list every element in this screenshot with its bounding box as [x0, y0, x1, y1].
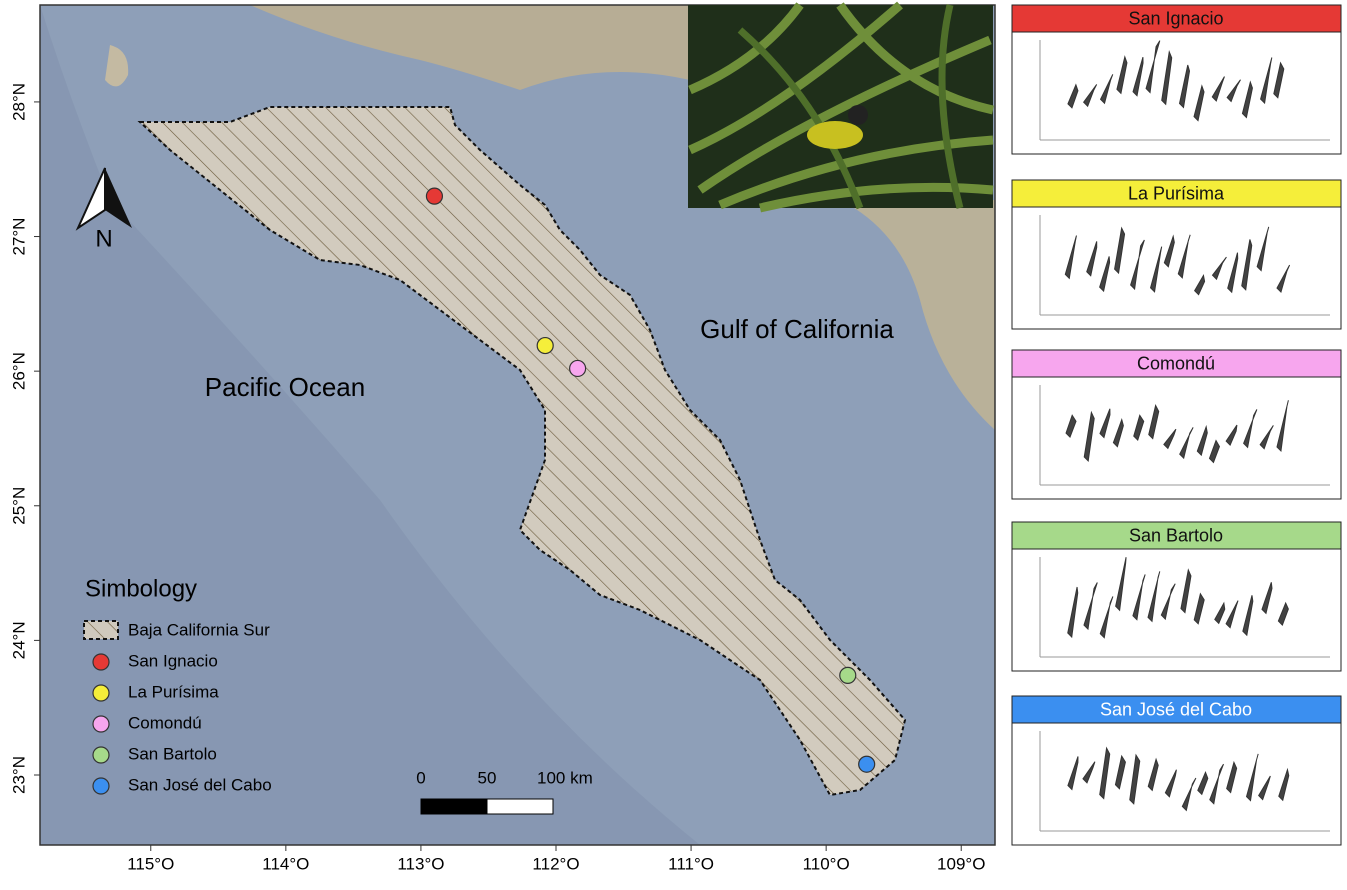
legend-marker — [92, 684, 110, 702]
x-tick-label: 112°O — [532, 854, 579, 873]
ocean-label: Pacific Ocean — [205, 372, 365, 402]
map-frame — [39, 4, 996, 846]
legend-marker — [92, 746, 110, 764]
panel-title: San José del Cabo — [1100, 699, 1252, 719]
baja-california-sur — [137, 106, 907, 797]
x-tick-label: 111°O — [668, 854, 714, 873]
north-label: N — [95, 225, 112, 252]
spectrogram-frame — [1011, 206, 1342, 330]
x-tick-label: 115°O — [127, 854, 174, 873]
spectrogram — [1067, 557, 1289, 639]
legend-label: San Ignacio — [128, 651, 218, 670]
spectrogram-frame — [1011, 376, 1342, 500]
panel-header — [1011, 179, 1342, 208]
spectrogram-frame — [1011, 31, 1342, 155]
site-marker — [569, 359, 587, 378]
panel-header — [1011, 521, 1342, 550]
spectrogram — [1064, 226, 1291, 296]
panel-title: La Purísima — [1128, 183, 1225, 203]
scale-segment — [486, 798, 554, 815]
legend-label: San Bartolo — [128, 744, 217, 763]
y-tick-label: 24°N — [9, 621, 28, 659]
panel-title: San Ignacio — [1128, 8, 1223, 28]
legend-label: Comondú — [128, 713, 202, 732]
panel-header — [1011, 4, 1342, 33]
scale-label: 50 — [478, 768, 497, 787]
y-tick-label: 27°N — [9, 218, 28, 256]
site-marker — [839, 666, 857, 684]
y-tick-label: 26°N — [9, 352, 28, 390]
y-tick-label: 25°N — [9, 487, 28, 525]
scale-label: 100 km — [537, 768, 593, 787]
panel-header — [1011, 349, 1342, 378]
spectrogram — [1067, 746, 1290, 812]
legend-label: La Purísima — [128, 682, 219, 701]
legend-area-label: Baja California Sur — [128, 620, 270, 639]
panel-title: Comondú — [1137, 353, 1215, 373]
panel-header — [1011, 695, 1342, 724]
x-tick-label: 113°O — [397, 854, 444, 873]
x-tick-label: 114°O — [262, 854, 309, 873]
spectrogram — [1067, 40, 1285, 122]
spectrogram — [1065, 400, 1289, 464]
x-tick-label: 109°O — [937, 854, 985, 873]
north-arrow — [75, 167, 132, 231]
legend-marker — [92, 715, 110, 733]
spectrogram-frame — [1011, 722, 1342, 846]
legend-marker — [92, 777, 110, 795]
scale-label: 0 — [416, 768, 425, 787]
x-tick-label: 110°O — [803, 854, 850, 873]
legend-marker — [92, 653, 110, 671]
site-marker — [536, 336, 554, 355]
bird-photo — [688, 1, 994, 213]
scale-segment — [420, 798, 488, 815]
spectrogram-frame — [1011, 548, 1342, 672]
legend-label: San José del Cabo — [128, 775, 272, 794]
y-tick-label: 28°N — [9, 83, 28, 121]
gulf-label: Gulf of California — [700, 314, 894, 344]
legend-area-swatch — [83, 620, 119, 640]
site-marker — [425, 187, 444, 205]
legend-title: Simbology — [85, 575, 197, 602]
site-marker — [858, 755, 876, 773]
panel-title: San Bartolo — [1129, 525, 1223, 545]
y-tick-label: 23°N — [9, 756, 28, 794]
